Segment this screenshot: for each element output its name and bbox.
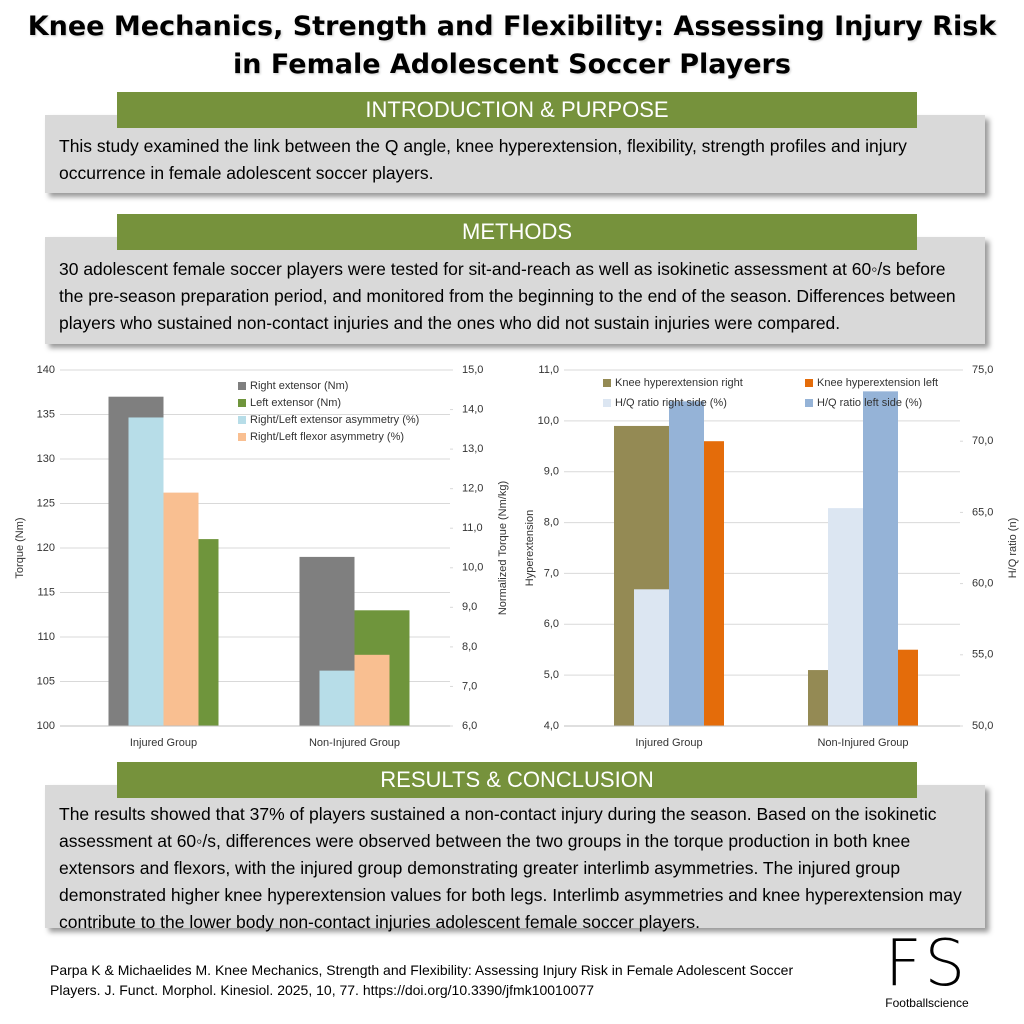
title-line: in Female Adolescent Soccer Players [233, 49, 791, 80]
legend-label: H/Q ratio left side (%) [817, 397, 922, 409]
legend-label: Left extensor (Nm) [250, 397, 341, 409]
y-tick-label: 5,0 [544, 669, 559, 681]
y-tick-label: 4,0 [544, 720, 559, 732]
legend-swatch [238, 416, 246, 424]
x-tick-label: Non-Injured Group [309, 737, 400, 749]
y2-tick-label: 12,0 [462, 483, 483, 495]
section-heading: INTRODUCTION & PURPOSE [117, 92, 917, 128]
section-text: This study examined the link between the… [45, 115, 985, 193]
y2-tick-label: 10,0 [462, 562, 483, 574]
bar [863, 391, 898, 726]
y2-tick-label: 55,0 [972, 649, 993, 661]
y2-tick-label: 60,0 [972, 578, 993, 590]
legend-label: Right/Left flexor asymmetry (%) [250, 431, 404, 443]
section-text: The results showed that 37% of players s… [45, 785, 985, 932]
y-tick-label: 10,0 [538, 415, 559, 427]
bar [319, 670, 355, 726]
y2-tick-label: 50,0 [972, 720, 993, 732]
legend-swatch [603, 399, 611, 407]
y-tick-label: 105 [37, 675, 55, 687]
section-heading: METHODS [117, 214, 917, 250]
bar [828, 508, 863, 726]
citation: Parpa K & Michaelides M. Knee Mechanics,… [50, 962, 794, 998]
y2-tick-label: 6,0 [462, 720, 477, 732]
y-axis-title: Torque (Nm) [14, 517, 26, 578]
y2-tick-label: 13,0 [462, 443, 483, 455]
y-tick-label: 130 [37, 453, 55, 465]
y2-tick-label: 8,0 [462, 641, 477, 653]
y2-tick-label: 15,0 [462, 364, 483, 376]
y-tick-label: 7,0 [544, 567, 559, 579]
legend-swatch [805, 399, 813, 407]
logo-mark: FS [884, 927, 970, 1001]
x-tick-label: Injured Group [635, 737, 702, 749]
y2-tick-label: 11,0 [462, 522, 483, 534]
title: Knee Mechanics, Strength and Flexibility… [0, 8, 1024, 84]
title-line: Knee Mechanics, Strength and Flexibility… [27, 11, 997, 42]
legend-label: Right extensor (Nm) [250, 380, 348, 392]
y2-tick-label: 7,0 [462, 680, 477, 692]
bar [354, 654, 390, 726]
bar [128, 417, 164, 726]
y-tick-label: 9,0 [544, 466, 559, 478]
y2-axis-title: Normalized Torque (Nm/kg) [497, 481, 509, 615]
y-tick-label: 8,0 [544, 516, 559, 528]
y-tick-label: 110 [37, 631, 55, 643]
y2-axis-title: H/Q ratio (n) [1007, 518, 1019, 579]
y2-tick-label: 75,0 [972, 364, 993, 376]
bar [163, 492, 199, 726]
y2-tick-label: 14,0 [462, 403, 483, 415]
legend-swatch [238, 433, 246, 441]
legend-label: Right/Left extensor asymmetry (%) [250, 414, 419, 426]
bar [669, 401, 704, 726]
legend-swatch [805, 379, 813, 387]
x-tick-label: Non-Injured Group [817, 737, 908, 749]
y-tick-label: 140 [37, 364, 55, 376]
y-tick-label: 115 [37, 586, 55, 598]
legend-label: H/Q ratio right side (%) [615, 397, 727, 409]
y-tick-label: 100 [37, 720, 55, 732]
section-heading: RESULTS & CONCLUSION [117, 762, 917, 798]
y-tick-label: 125 [37, 497, 55, 509]
legend-swatch [603, 379, 611, 387]
y2-tick-label: 70,0 [972, 435, 993, 447]
legend-swatch [238, 399, 246, 407]
legend-label: Knee hyperextension right [615, 377, 743, 389]
y2-tick-label: 65,0 [972, 506, 993, 518]
section-text: 30 adolescent female soccer players were… [45, 237, 985, 344]
y-tick-label: 6,0 [544, 618, 559, 630]
y-tick-label: 135 [37, 408, 55, 420]
logo: FS Footballscience [862, 932, 992, 1010]
legend-label: Knee hyperextension left [817, 377, 938, 389]
bar [634, 589, 669, 726]
legend-swatch [238, 382, 246, 390]
y-tick-label: 120 [37, 542, 55, 554]
logo-name: Footballscience [885, 996, 969, 1010]
y-tick-label: 11,0 [538, 364, 559, 376]
y2-tick-label: 9,0 [462, 601, 477, 613]
x-tick-label: Injured Group [130, 737, 197, 749]
y-axis-title: Hyperextension [524, 510, 536, 586]
